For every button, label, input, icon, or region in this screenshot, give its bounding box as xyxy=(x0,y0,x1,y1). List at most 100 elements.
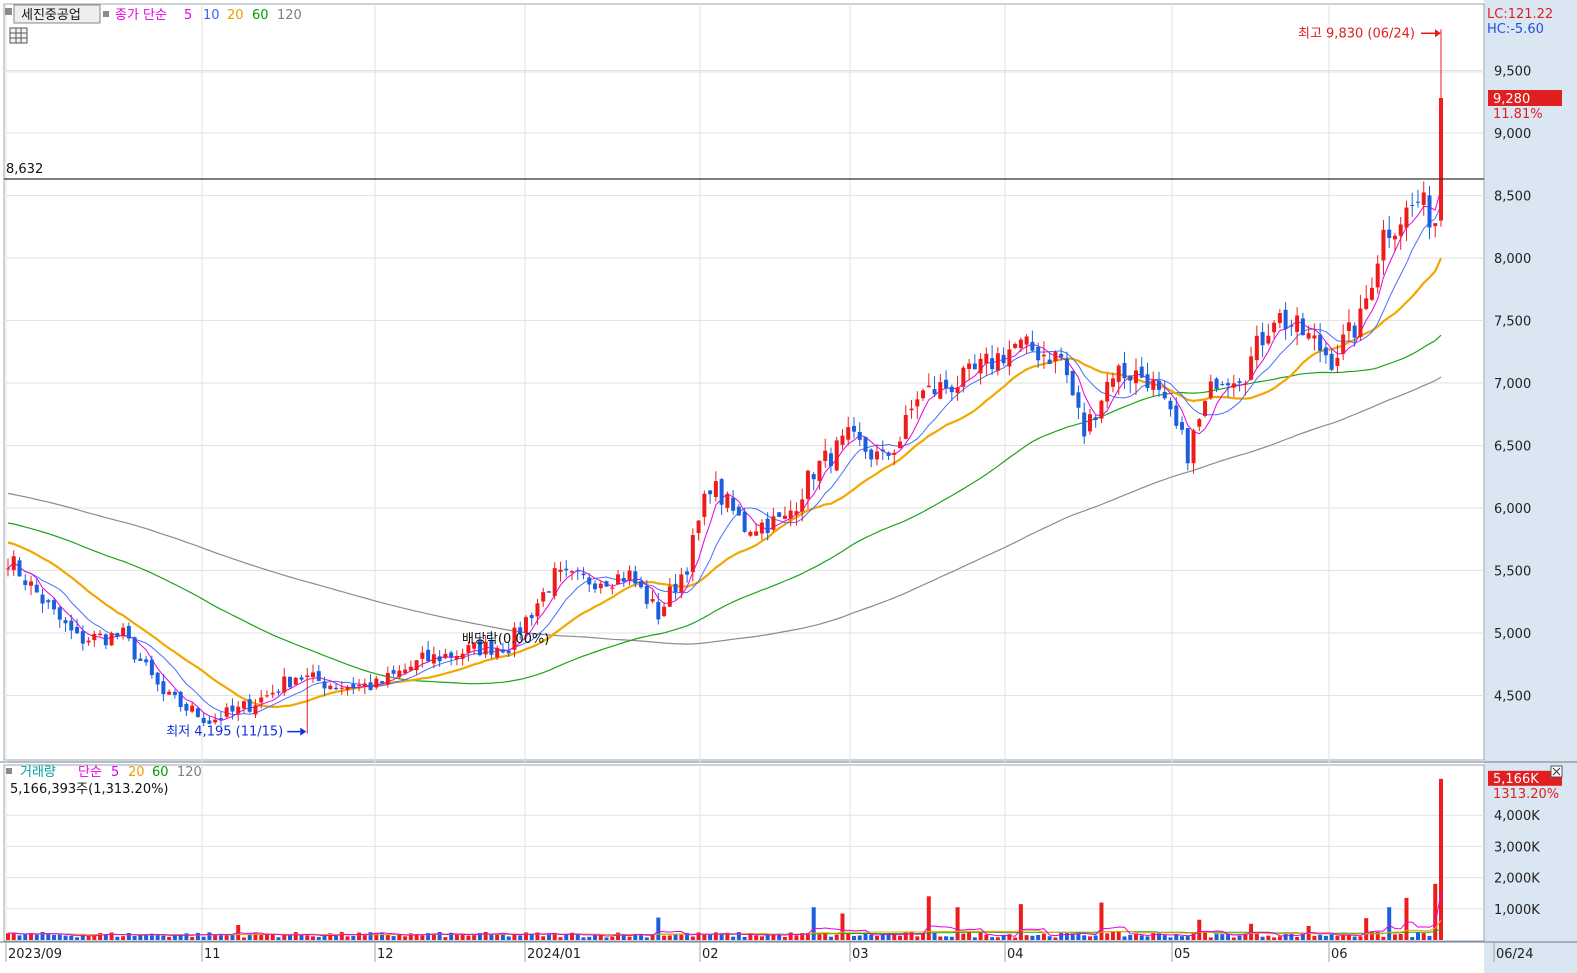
volume-bar xyxy=(1168,937,1173,940)
candle-body xyxy=(1387,229,1392,238)
volume-bar xyxy=(1289,932,1294,940)
legend-bullet-icon xyxy=(103,11,109,17)
volume-bar xyxy=(52,934,57,940)
volume-bar xyxy=(69,935,74,940)
volume-bar xyxy=(828,936,833,940)
low-annotation: 최저 4,195 (11/15) xyxy=(166,725,283,740)
volume-bar xyxy=(11,932,16,940)
candle-body xyxy=(1323,347,1328,356)
close-icon[interactable] xyxy=(1550,765,1563,778)
volume-bar xyxy=(299,935,304,940)
candle-body xyxy=(1133,370,1138,384)
volume-bar xyxy=(748,933,753,940)
volume-bar xyxy=(949,936,954,940)
candle-body xyxy=(1110,378,1115,387)
candle-body xyxy=(6,568,10,570)
volume-bar xyxy=(909,932,914,940)
candle-body xyxy=(1024,336,1029,345)
legend-ma10: 10 xyxy=(203,8,220,23)
candle-body xyxy=(80,631,85,644)
volume-bar xyxy=(218,934,223,940)
candle-body xyxy=(575,570,580,572)
vol-legend-volume: 거래량 xyxy=(20,765,56,780)
candle-body xyxy=(794,511,799,515)
volume-bar xyxy=(857,935,862,940)
volume-bar xyxy=(1185,936,1190,940)
volume-bar xyxy=(316,936,321,940)
candle-body xyxy=(316,671,321,681)
price-tick-label: 9,000 xyxy=(1494,127,1531,142)
volume-bar xyxy=(75,937,80,940)
volume-bar xyxy=(1318,934,1323,940)
volume-bar xyxy=(454,933,459,940)
candle-body xyxy=(685,571,690,575)
volume-bar xyxy=(593,934,598,940)
volume-bar xyxy=(293,932,298,940)
volume-bar xyxy=(155,934,160,940)
volume-bar xyxy=(161,935,166,940)
volume-bar xyxy=(1007,934,1012,940)
candle-body xyxy=(869,449,874,460)
candle-body xyxy=(1070,370,1075,396)
candle-body xyxy=(454,656,459,660)
grid-table-icon[interactable] xyxy=(9,27,28,44)
volume-bar xyxy=(1203,932,1208,940)
volume-bar xyxy=(1041,933,1046,940)
volume-bar xyxy=(172,935,177,940)
volume-bar xyxy=(23,934,28,940)
volume-bar xyxy=(892,934,897,940)
volume-bar xyxy=(972,937,977,940)
volume-bar xyxy=(466,935,471,940)
volume-bar xyxy=(207,932,212,940)
volume-bar xyxy=(403,936,408,940)
candle-body xyxy=(362,683,367,687)
candle-body xyxy=(1036,347,1041,361)
volume-bar xyxy=(339,931,344,940)
candle-body xyxy=(967,363,972,369)
volume-bar xyxy=(443,937,448,940)
volume-bar xyxy=(287,935,292,940)
volume-bar xyxy=(1053,937,1058,940)
panel-menu-icon[interactable] xyxy=(5,8,12,15)
volume-bar xyxy=(759,936,764,940)
candle-body xyxy=(161,681,166,695)
volume-bar xyxy=(771,934,776,940)
candle-body xyxy=(673,583,678,592)
candle-body xyxy=(489,639,494,655)
candle-body xyxy=(1203,401,1208,416)
candle-body xyxy=(408,666,413,671)
candle-body xyxy=(1433,223,1438,227)
candle-body xyxy=(483,641,488,655)
volume-bar xyxy=(518,935,523,940)
volume-bar xyxy=(1047,936,1052,940)
stock-name-box[interactable] xyxy=(13,4,101,24)
candle-body xyxy=(944,379,949,389)
volume-bar xyxy=(696,932,701,940)
volume-bar xyxy=(961,933,966,940)
candle-body xyxy=(736,506,741,516)
price-tick-label: 9,500 xyxy=(1494,65,1531,80)
candle-body xyxy=(1283,309,1288,329)
volume-bar xyxy=(6,933,10,940)
volume-bar xyxy=(581,937,586,940)
candle-body xyxy=(259,697,264,703)
volume-menu-icon[interactable] xyxy=(6,768,12,774)
candle-body xyxy=(1439,98,1443,221)
volume-bar xyxy=(995,937,1000,940)
candle-body xyxy=(713,481,718,498)
volume-bar xyxy=(1151,933,1156,940)
candle-body xyxy=(190,705,195,712)
candle-body xyxy=(311,672,316,678)
candle-body xyxy=(1226,383,1231,386)
volume-bar xyxy=(1157,933,1162,940)
candle-body xyxy=(230,705,235,712)
high-annotation: 최고 9,830 (06/24) xyxy=(1298,26,1415,41)
volume-bar xyxy=(1110,931,1115,940)
legend-ma120: 120 xyxy=(277,8,302,23)
candle-body xyxy=(1243,383,1248,385)
volume-axis-ticks: 4,000K 3,000K 2,000K 1,000K xyxy=(1494,809,1540,918)
volume-bars xyxy=(6,778,1443,940)
volume-bar xyxy=(253,932,258,940)
volume-bar xyxy=(1082,935,1087,940)
